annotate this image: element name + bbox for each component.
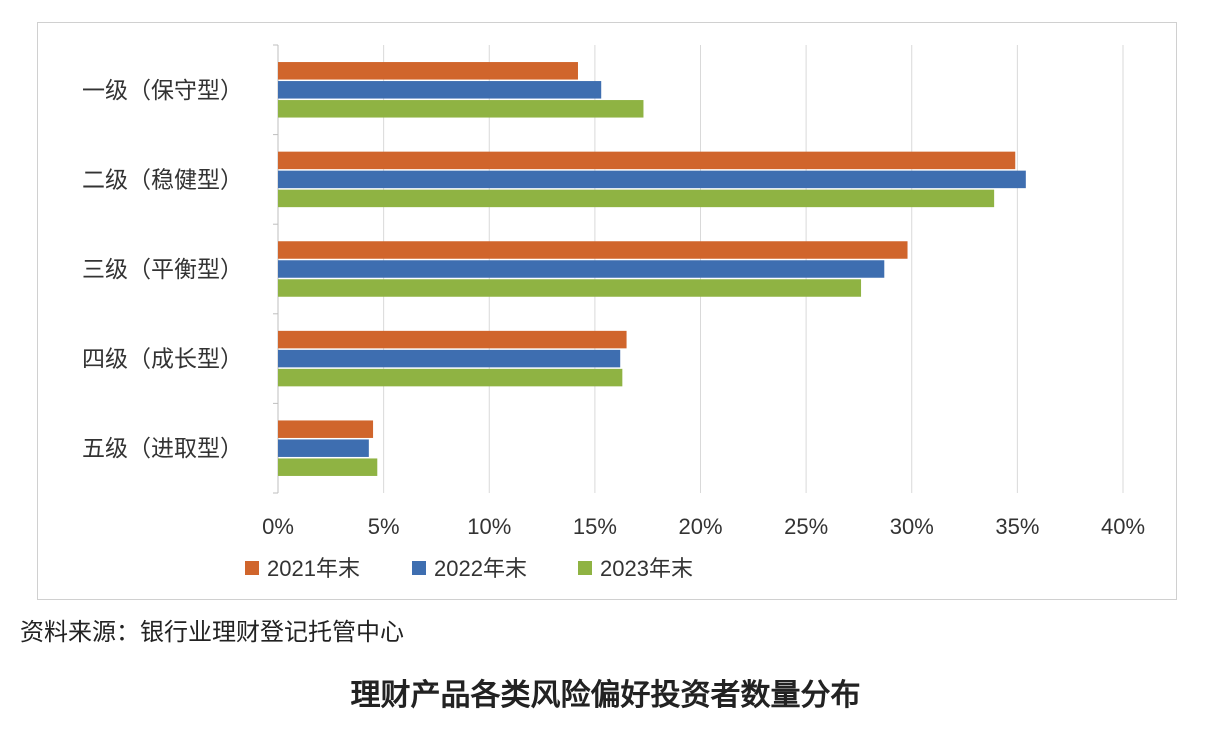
bar-3-1 [278, 100, 644, 118]
bar-2-5 [278, 439, 369, 457]
legend-swatch [412, 561, 426, 575]
figure-caption: 理财产品各类风险偏好投资者数量分布 [350, 678, 861, 713]
bar-2-1 [278, 81, 602, 99]
x-tick-label: 15% [573, 514, 617, 539]
x-tick-label: 5% [368, 514, 400, 539]
bar-1-5 [278, 420, 374, 438]
x-tick-label: 25% [784, 514, 828, 539]
x-tick-label: 0% [262, 514, 294, 539]
chart-frame: 一级（保守型） 二级（稳健型） 三级（平衡型） 四级（成长型） 五级（进取型） 0% 5% 1… [37, 22, 1177, 600]
legend-label: 2021年末 [267, 556, 360, 581]
bar-2-3 [278, 260, 885, 278]
category-label: 三级（平衡型） [82, 257, 243, 283]
x-tick-label: 40% [1101, 514, 1145, 539]
bar-1-2 [278, 151, 1016, 170]
x-tick-label: 35% [995, 514, 1039, 539]
bar-3-3 [278, 279, 862, 297]
bar-2-4 [278, 349, 621, 368]
x-tick-label: 10% [467, 514, 511, 539]
legend-label: 2023年末 [600, 556, 693, 581]
category-label: 五级（进取型） [82, 436, 243, 462]
category-label: 四级（成长型） [82, 347, 243, 373]
bar-1-4 [278, 330, 627, 349]
bar-2-2 [278, 170, 1026, 189]
legend-swatch [245, 561, 259, 575]
legend-label: 2022年末 [434, 556, 527, 581]
bar-3-4 [278, 368, 623, 387]
source-note: 资料来源：银行业理财登记托管中心 [20, 618, 404, 646]
x-tick-label: 30% [890, 514, 934, 539]
bar-1-3 [278, 241, 908, 259]
legend-swatch [578, 561, 592, 575]
bar-3-5 [278, 458, 378, 476]
bar-3-2 [278, 189, 995, 208]
bar-chart: 一级（保守型） 二级（稳健型） 三级（平衡型） 四级（成长型） 五级（进取型） 0% 5% 1… [82, 44, 1145, 581]
x-tick-label: 20% [678, 514, 722, 539]
category-label: 一级（保守型） [82, 78, 243, 104]
bar-1-1 [278, 62, 578, 80]
category-label: 二级（稳健型） [82, 167, 243, 193]
